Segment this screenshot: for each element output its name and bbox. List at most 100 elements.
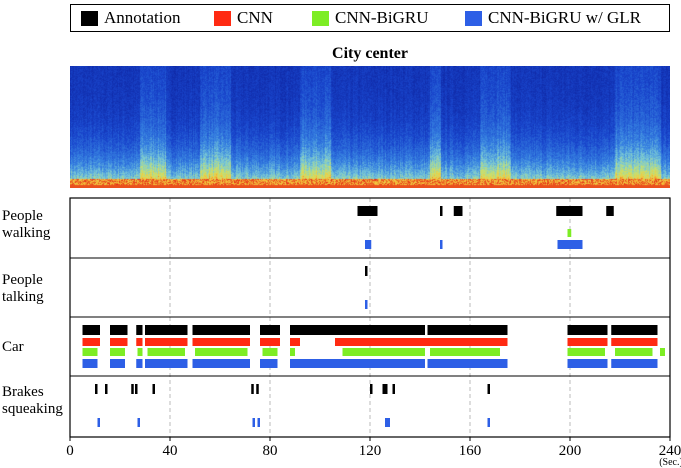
- event-bar-annotation: [606, 206, 614, 216]
- legend-item-4: CNN-BiGRU w/ GLR: [465, 8, 641, 28]
- event-bar-annotation: [365, 266, 368, 276]
- event-bar-annotation: [453, 206, 463, 216]
- event-bar-cnn-bigru: [567, 229, 572, 237]
- event-bar-cnn-bigru-w-glr: [252, 418, 255, 427]
- event-bar-cnn: [192, 338, 250, 346]
- event-bar-annotation: [95, 384, 98, 394]
- legend-swatch: [81, 10, 98, 26]
- legend-item-3: CNN-BiGRU: [312, 8, 429, 28]
- spectrogram: [70, 66, 670, 188]
- legend-label: CNN-BiGRU: [335, 8, 429, 27]
- event-bar-cnn-bigru: [430, 348, 500, 356]
- x-unit-label: (Sec.): [659, 457, 681, 468]
- event-bar-annotation: [256, 384, 259, 394]
- row-label-line: talking: [2, 289, 44, 305]
- event-bar-cnn-bigru: [262, 348, 278, 356]
- event-bar-cnn: [290, 338, 300, 346]
- event-bar-cnn-bigru-w-glr: [110, 359, 125, 368]
- legend-item-2: CNN: [214, 8, 273, 28]
- event-bar-cnn-bigru: [342, 348, 425, 356]
- legend-label: CNN: [237, 8, 273, 27]
- legend-swatch: [465, 10, 482, 26]
- event-bar-cnn-bigru: [147, 348, 185, 356]
- event-bar-cnn-bigru-w-glr: [290, 359, 425, 368]
- event-bar-annotation: [260, 325, 280, 335]
- event-bar-cnn-bigru-w-glr: [82, 359, 98, 368]
- row-label-line: squeaking: [2, 401, 63, 417]
- event-bar-cnn-bigru-w-glr: [427, 359, 508, 368]
- event-bar-cnn-bigru-w-glr: [487, 418, 490, 427]
- event-bar-cnn-bigru-w-glr: [137, 418, 140, 427]
- event-bar-annotation: [192, 325, 250, 335]
- event-bar-annotation: [357, 206, 378, 216]
- event-bar-annotation: [82, 325, 100, 335]
- event-bar-annotation: [290, 325, 425, 335]
- event-bar-cnn-bigru: [110, 348, 125, 356]
- event-bar-cnn-bigru: [82, 348, 98, 356]
- event-bar-annotation: [556, 206, 583, 216]
- event-bar-cnn-bigru-w-glr: [260, 359, 278, 368]
- event-bar-annotation: [440, 206, 443, 216]
- event-bar-annotation: [251, 384, 254, 394]
- event-bar-cnn-bigru: [137, 348, 143, 356]
- row-label-line: walking: [2, 225, 51, 241]
- event-bar-cnn: [611, 338, 658, 346]
- x-tick-label: 240: [659, 443, 681, 459]
- row-label-line: Car: [2, 339, 24, 355]
- event-bar-annotation: [392, 384, 395, 394]
- event-bar-annotation: [382, 384, 388, 394]
- event-bar-annotation: [487, 384, 490, 394]
- event-bar-cnn: [110, 338, 128, 346]
- event-bar-cnn-bigru-w-glr: [257, 418, 260, 427]
- event-bar-cnn: [82, 338, 100, 346]
- x-tick-label: 200: [559, 443, 582, 459]
- event-bar-annotation: [136, 325, 143, 335]
- event-bar-annotation: [145, 325, 188, 335]
- event-bar-annotation: [370, 384, 373, 394]
- event-bar-cnn-bigru-w-glr: [192, 359, 250, 368]
- event-bar-cnn-bigru-w-glr: [136, 359, 143, 368]
- event-bar-cnn-bigru-w-glr: [567, 359, 608, 368]
- event-bar-cnn-bigru: [660, 348, 665, 356]
- event-bar-annotation: [105, 384, 108, 394]
- x-tick-label: 40: [163, 443, 178, 459]
- legend-swatch: [312, 10, 329, 26]
- event-bar-cnn: [567, 338, 608, 346]
- legend-label: CNN-BiGRU w/ GLR: [488, 8, 642, 27]
- legend-swatch: [214, 10, 231, 26]
- event-bar-cnn-bigru-w-glr: [440, 240, 443, 249]
- row-label: Brakes squeaking: [2, 384, 63, 418]
- chart-title: City center: [332, 45, 408, 62]
- row-label-line: People: [2, 272, 43, 288]
- event-bar-cnn-bigru-w-glr: [385, 418, 390, 427]
- event-bar-annotation: [567, 325, 608, 335]
- legend: Annotation CNN CNN-BiGRU CNN-BiGRU w/ GLR: [70, 4, 670, 32]
- row-label-line: People: [2, 208, 43, 224]
- event-bar-cnn-bigru-w-glr: [611, 359, 658, 368]
- event-bar-cnn: [335, 338, 508, 346]
- event-bar-cnn-bigru: [615, 348, 653, 356]
- event-bar-annotation: [152, 384, 155, 394]
- x-tick-label: 80: [263, 443, 278, 459]
- event-bar-cnn: [260, 338, 280, 346]
- legend-item-1: Annotation: [81, 8, 181, 28]
- x-tick-label: 160: [459, 443, 482, 459]
- event-bar-cnn-bigru-w-glr: [365, 240, 372, 249]
- event-bar-annotation: [427, 325, 508, 335]
- event-bar-cnn-bigru: [567, 348, 605, 356]
- row-label-line: Brakes: [2, 384, 44, 400]
- event-bar-annotation: [131, 384, 134, 394]
- event-bar-cnn: [145, 338, 188, 346]
- event-bar-cnn-bigru: [195, 348, 248, 356]
- row-label: People talking: [2, 272, 44, 306]
- row-label: Car: [2, 339, 24, 356]
- event-bar-cnn: [136, 338, 143, 346]
- event-bar-cnn-bigru-w-glr: [145, 359, 188, 368]
- row-label: People walking: [2, 208, 50, 242]
- event-bar-cnn-bigru-w-glr: [365, 300, 368, 309]
- event-bar-cnn-bigru-w-glr: [97, 418, 100, 427]
- legend-label: Annotation: [104, 8, 181, 27]
- event-bar-annotation: [110, 325, 128, 335]
- event-bar-annotation: [135, 384, 138, 394]
